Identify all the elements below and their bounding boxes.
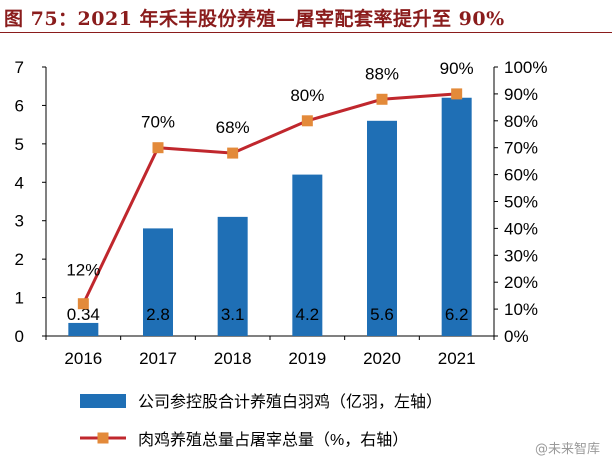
bar-series xyxy=(68,97,472,336)
bar-data-label: 6.2 xyxy=(445,305,469,324)
legend-bar-label: 公司参控股合计养殖白羽鸡（亿羽，左轴） xyxy=(138,393,442,411)
right-tick-label: 80% xyxy=(504,112,538,131)
right-tick-label: 60% xyxy=(504,166,538,185)
left-tick-label: 1 xyxy=(15,289,24,308)
bar-data-label: 2.8 xyxy=(146,305,170,324)
legend-line-marker xyxy=(97,432,109,444)
bar-data-label: 4.2 xyxy=(296,305,320,324)
right-tick-label: 50% xyxy=(504,193,538,212)
right-tick-label: 40% xyxy=(504,219,538,238)
line-path xyxy=(81,92,457,305)
right-tick-label: 0% xyxy=(504,327,529,346)
left-tick-label: 6 xyxy=(15,96,24,115)
left-tick-label: 0 xyxy=(15,327,24,346)
x-tick-label: 2016 xyxy=(64,349,102,368)
right-tick-label: 90% xyxy=(504,85,538,104)
line-data-label: 70% xyxy=(141,113,175,132)
bar xyxy=(292,174,323,336)
bar xyxy=(143,228,173,336)
bar-data-label: 0.34 xyxy=(67,305,100,324)
left-tick-label: 3 xyxy=(15,212,24,231)
right-tick-label: 10% xyxy=(504,300,538,319)
left-tick-label: 7 xyxy=(15,58,24,77)
legend-line-label: 肉鸡养殖总量占屠宰总量（%，右轴） xyxy=(138,431,408,449)
line-marker xyxy=(376,93,388,105)
right-tick-label: 20% xyxy=(504,273,538,292)
line-data-label: 90% xyxy=(440,59,474,78)
x-tick-label: 2018 xyxy=(214,349,252,368)
line-marker xyxy=(77,298,89,310)
line-data-label: 68% xyxy=(216,118,250,137)
bar-data-label: 5.6 xyxy=(370,305,394,324)
line-marker xyxy=(227,147,239,159)
line-marker xyxy=(451,88,463,100)
right-tick-label: 100% xyxy=(504,58,547,77)
line-data-label: 80% xyxy=(290,86,324,105)
x-tick-label: 2020 xyxy=(363,349,401,368)
bar-data-labels: 0.34 2.8 3.1 4.2 5.6 6.2 xyxy=(67,305,469,324)
line-data-labels: 12% 70% 68% 80% 88% 90% xyxy=(66,59,473,280)
line-marker xyxy=(301,115,313,127)
x-tick-label: 2019 xyxy=(288,349,326,368)
right-tick-label: 30% xyxy=(504,246,538,265)
left-tick-label: 2 xyxy=(15,250,24,269)
line-data-label: 88% xyxy=(365,64,399,83)
bar xyxy=(367,120,397,336)
bar xyxy=(441,97,472,336)
line-marker xyxy=(152,142,164,154)
legend: 公司参控股合计养殖白羽鸡（亿羽，左轴） 肉鸡养殖总量占屠宰总量（%，右轴） xyxy=(80,393,442,449)
bar-data-label: 3.1 xyxy=(221,305,245,324)
left-tick-label: 5 xyxy=(15,135,24,154)
right-tick-label: 70% xyxy=(504,139,538,158)
figure-title: 图 75：2021 年禾丰股份养殖—屠宰配套率提升至 90% xyxy=(4,8,505,30)
left-tick-label: 4 xyxy=(15,173,24,192)
x-tick-label: 2017 xyxy=(139,349,177,368)
bar xyxy=(68,322,99,336)
chart-axes: 012345670%10%20%30%40%50%60%70%80%90%100… xyxy=(15,58,548,368)
line-series xyxy=(77,88,463,310)
bar xyxy=(217,216,248,336)
line-data-label: 12% xyxy=(66,261,100,280)
legend-bar-swatch xyxy=(80,394,126,408)
watermark: @未来智库 xyxy=(534,442,600,457)
figure-title-bar: 图 75：2021 年禾丰股份养殖—屠宰配套率提升至 90% xyxy=(0,0,612,33)
x-tick-label: 2021 xyxy=(438,349,476,368)
